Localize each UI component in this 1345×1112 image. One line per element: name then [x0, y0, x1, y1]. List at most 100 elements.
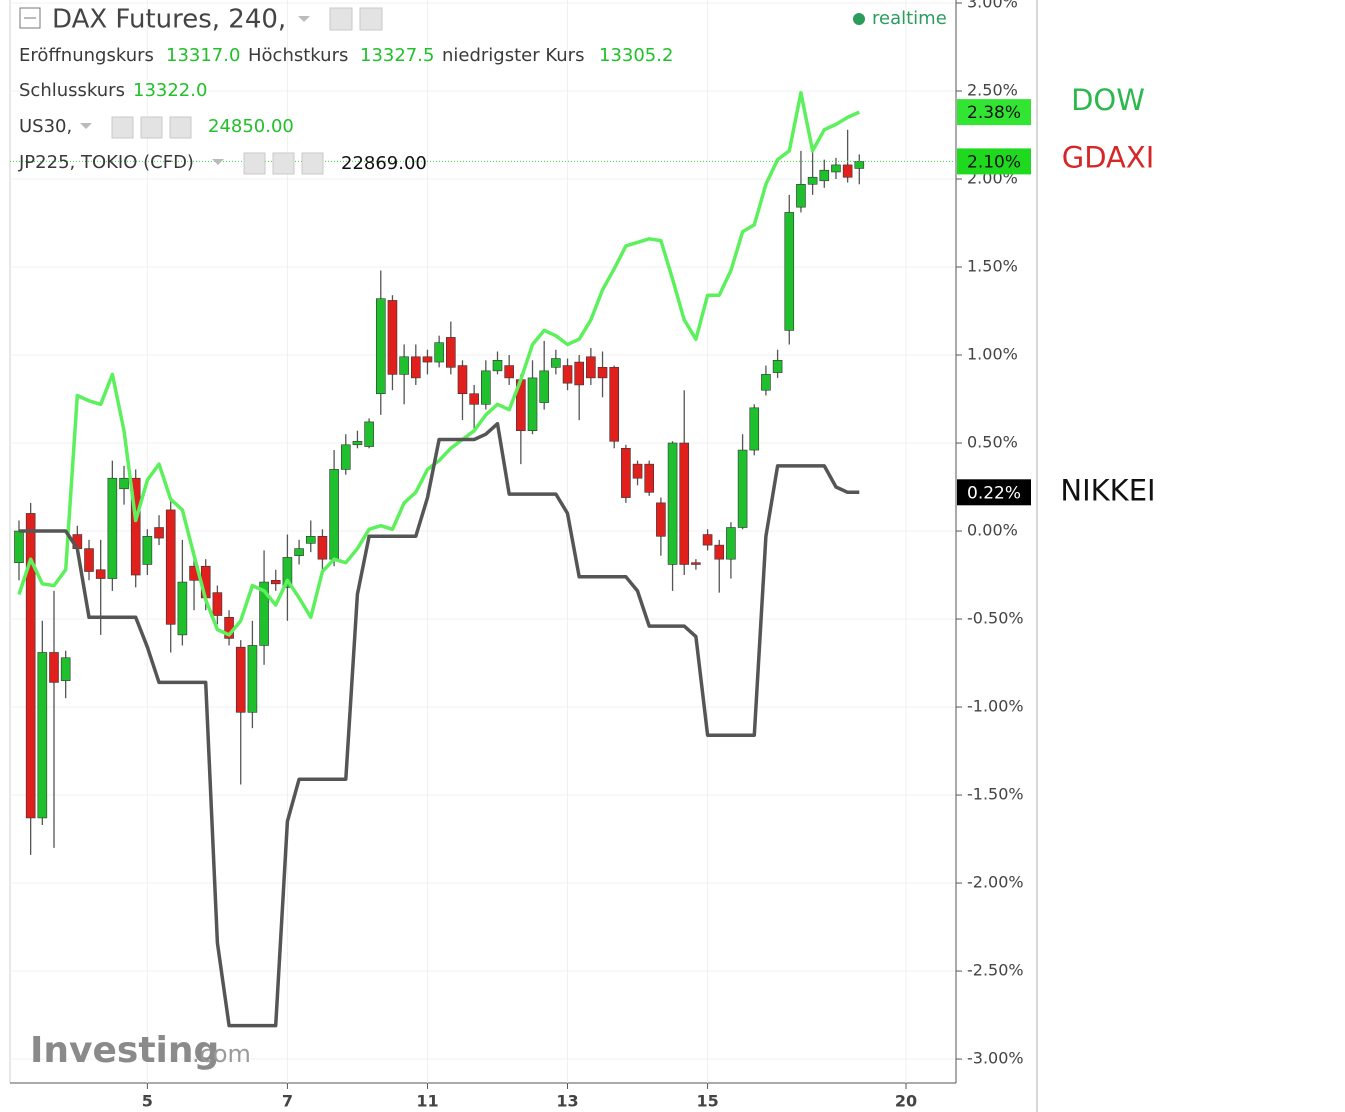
end-label-badge	[957, 148, 1031, 175]
ohlc-label: Schlusskurs	[19, 80, 125, 101]
y-tick-label: 0.00%	[967, 521, 1018, 540]
candle-body	[364, 421, 374, 447]
candle-body	[25, 513, 36, 819]
end-label: 2.10%	[967, 152, 1021, 172]
candle-body	[854, 161, 865, 169]
candle-body	[305, 536, 316, 544]
candle-body	[691, 562, 701, 565]
y-tick-label: -3.00%	[967, 1049, 1024, 1068]
end-label-badge	[957, 479, 1031, 506]
ohlc-label: niedrigster Kurs	[442, 45, 584, 66]
candle-body	[761, 374, 771, 391]
axes: -3.00% -2.50% -2.00% -1.50% -1.00% -0.50% 0.00…	[142, 0, 1156, 1111]
remove-icon[interactable]	[301, 152, 324, 175]
candle-body	[212, 592, 223, 616]
ohlc-label: Eröffnungskurs	[19, 45, 154, 66]
dropdown-icon[interactable]	[212, 159, 224, 165]
candle-body	[49, 652, 59, 683]
candle-body	[329, 469, 339, 560]
candle-body	[84, 548, 94, 572]
x-tick-label: 15	[696, 1092, 718, 1111]
y-tick-label: 1.50%	[967, 257, 1018, 276]
visibility-icon[interactable]	[329, 7, 353, 31]
ohlc-value: 13305.2	[599, 45, 673, 66]
visibility-icon[interactable]	[243, 152, 266, 175]
x-tick-label: 11	[416, 1092, 438, 1111]
candle-body	[119, 477, 129, 490]
candle-body	[411, 356, 421, 379]
candle-body	[317, 536, 328, 560]
settings-icon[interactable]	[272, 152, 295, 175]
dropdown-icon[interactable]	[298, 16, 310, 22]
x-tick-label: 20	[895, 1092, 917, 1111]
candle-body	[294, 548, 304, 556]
remove-icon[interactable]	[169, 116, 192, 139]
candle-body	[399, 356, 409, 375]
candle-body	[562, 365, 573, 384]
candle-body	[656, 502, 666, 537]
candle-body	[574, 361, 584, 386]
candle-body	[551, 358, 561, 368]
x-tick-label: 13	[556, 1092, 578, 1111]
candle-body	[37, 652, 48, 819]
candle-body	[796, 183, 806, 208]
candle-body	[609, 367, 620, 442]
overlay-label: JP225, TOKIO (CFD)	[18, 152, 194, 173]
y-tick-label: 0.50%	[967, 433, 1018, 452]
candle-body	[422, 356, 433, 363]
candle-body	[831, 164, 841, 173]
candle-body	[270, 580, 281, 585]
candle-body	[819, 169, 830, 182]
candle-body	[259, 581, 269, 646]
y-tick-label: -1.00%	[967, 697, 1024, 716]
y-tick-label: -2.50%	[967, 961, 1024, 980]
x-tick-label: 7	[282, 1092, 293, 1111]
y-tick-label: 3.00%	[967, 0, 1018, 11]
candle-body	[586, 356, 596, 379]
candle-body	[282, 557, 293, 588]
end-label: 2.38%	[967, 103, 1021, 123]
candle-body	[726, 527, 736, 560]
end-label: 0.22%	[967, 483, 1021, 503]
ohlc-value: 13322.0	[133, 80, 207, 101]
line-series	[17, 91, 861, 637]
candle-body	[446, 337, 456, 368]
candle-body	[107, 477, 118, 579]
candle-body	[375, 298, 386, 395]
candle-body	[632, 463, 643, 479]
candle-body	[457, 365, 468, 395]
x-tick-label: 5	[142, 1092, 153, 1111]
dropdown-icon[interactable]	[80, 123, 92, 129]
candle-body	[702, 534, 713, 546]
candle-body	[340, 444, 351, 470]
candle-body	[142, 536, 153, 565]
ohlc-label: Höchstkurs	[248, 45, 348, 66]
realtime-dot	[853, 13, 865, 25]
y-tick-label: 2.50%	[967, 80, 1018, 99]
candle-body	[679, 442, 690, 565]
candle-body	[807, 176, 818, 185]
candle-body	[434, 342, 444, 363]
candle-body	[469, 393, 479, 405]
settings-icon[interactable]	[359, 7, 383, 31]
visibility-icon[interactable]	[111, 116, 134, 139]
marks	[10, 91, 955, 1028]
overlay-value: 22869.00	[341, 153, 427, 174]
settings-icon[interactable]	[140, 116, 163, 139]
candle-body	[504, 365, 514, 379]
candle-body	[60, 657, 71, 681]
candle-body	[772, 359, 783, 373]
watermark-suffix: .com	[192, 1040, 251, 1068]
chart-title: DAX Futures, 240,	[52, 5, 286, 35]
ohlc-value: 13327.5	[360, 45, 434, 66]
ohlc-value: 13317.0	[166, 45, 240, 66]
candle-body	[714, 544, 725, 560]
legend-name: DOW	[1071, 83, 1145, 117]
candle-body	[95, 569, 106, 579]
candle-body	[130, 477, 141, 576]
candle-body	[492, 359, 503, 372]
candle-body	[644, 463, 655, 493]
candle-body	[737, 449, 748, 528]
